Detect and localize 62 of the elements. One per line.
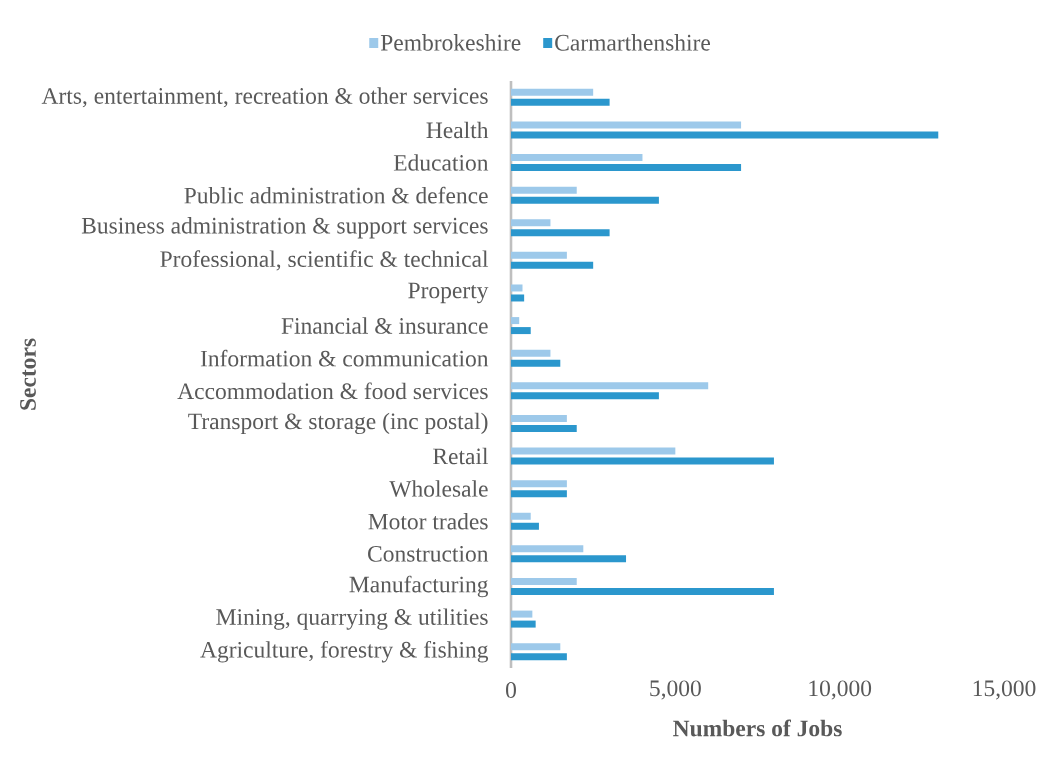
bar (511, 414, 567, 422)
y-tick-label: Manufacturing (349, 575, 489, 598)
y-tick-label: Public administration & defence (184, 186, 488, 204)
bar (511, 164, 742, 172)
bar (511, 131, 939, 139)
y-tick-label: Mining, quarrying & utilities (216, 608, 488, 630)
bar (511, 392, 659, 400)
x-tick-label: 5,000 (650, 680, 701, 700)
bar (511, 545, 584, 553)
y-tick-label: Professional, scientific & technical (160, 250, 489, 271)
bar (511, 643, 561, 651)
bar (511, 522, 539, 530)
bar (511, 424, 577, 432)
bar (511, 327, 531, 335)
y-tick-label: Education (393, 154, 489, 171)
y-tick-label: Wholesale (389, 480, 488, 497)
bar (511, 219, 551, 227)
bar (511, 555, 627, 563)
bar (511, 121, 742, 129)
y-axis-title: Sectors (20, 338, 36, 410)
bar (511, 317, 520, 325)
y-tick-label: Arts, entertainment, recreation & other services (41, 87, 488, 108)
bar (511, 457, 774, 465)
legend-label: Pembrokeshire (380, 34, 521, 51)
bar (511, 98, 610, 106)
x-axis-title: Numbers of Jobs (673, 719, 842, 737)
y-tick-label: Motor trades (368, 512, 488, 530)
bar (511, 196, 659, 204)
bar (511, 349, 551, 357)
y-tick-label: Transport & storage (inc postal) (188, 412, 488, 435)
bar (511, 251, 567, 259)
y-tick-label: Business administration & support services (81, 217, 488, 239)
y-tick-label: Retail (433, 447, 489, 465)
x-tick-label: 15,000 (973, 680, 1036, 700)
bar (511, 490, 567, 498)
bar (511, 229, 610, 237)
bar (511, 587, 774, 595)
bar (511, 88, 594, 96)
y-tick-label: Health (426, 121, 489, 139)
bar (511, 186, 577, 194)
bar (511, 359, 561, 367)
x-tick-label: 0 (506, 682, 516, 698)
bar (511, 512, 531, 520)
y-tick-label: Information & communication (200, 349, 489, 367)
bar (511, 154, 643, 162)
x-tick-label: 10,000 (809, 680, 872, 700)
bar (511, 294, 525, 302)
y-tick-label: Financial & insurance (281, 317, 488, 334)
bar (511, 284, 523, 292)
legend-label: Carmarthenshire (555, 34, 710, 51)
bar (511, 382, 709, 390)
bar (511, 653, 567, 661)
bar (511, 577, 577, 585)
y-tick-label: Accommodation & food services (177, 382, 488, 400)
y-tick-label: Agriculture, forestry & fishing (200, 640, 489, 663)
bar (511, 620, 536, 628)
y-tick-label: Construction (368, 545, 489, 562)
y-tick-label: Property (408, 282, 489, 304)
bar (511, 610, 533, 618)
bar (511, 261, 594, 269)
bar (511, 447, 676, 455)
bar (511, 480, 567, 488)
